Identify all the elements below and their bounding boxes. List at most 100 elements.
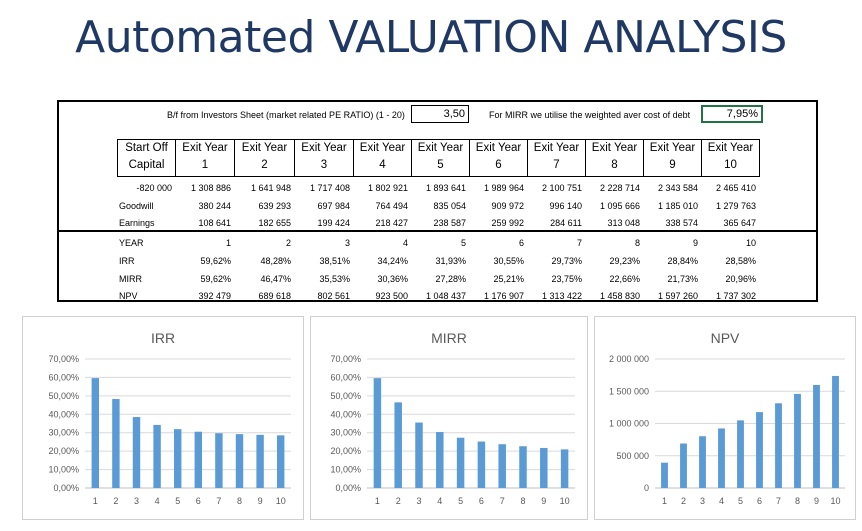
x-tick-label: 6 [479,496,484,506]
npv-cell: 923 500 [375,291,408,301]
year-cell: 1 [225,238,231,248]
header-top-text: Exit Year [417,142,464,154]
x-tick-label: 6 [196,496,201,506]
capital-cell: 1 893 641 [425,183,466,193]
bar [737,420,744,488]
bar [498,444,506,488]
header-top-text: Start Off [125,142,168,154]
header-top-text: Exit Year [301,142,347,154]
header-bottom-text: 3 [320,159,328,171]
year-cell: 6 [518,238,524,248]
goodwill-cell: 909 972 [491,201,524,211]
bar [560,449,569,488]
x-tick-label: 5 [738,496,743,506]
y-tick-label: 70,00% [48,354,79,364]
y-tick-label: 0,00% [335,483,361,493]
npv-chart: NPV 0 500 000 1 000 000 1 500 000 2 000 000 1 2… [609,330,845,506]
mirr-cell: 25,21% [493,274,524,284]
npv-cell: 1 737 302 [715,291,756,301]
irr-cell: 48,28% [260,256,291,266]
y-tick-label: 60,00% [48,372,79,382]
irr-cell: 29,23% [609,256,640,266]
x-tick-label: 10 [276,496,286,506]
header-cell: Exit Year 9 [643,139,702,177]
earnings-cell: 238 587 [433,218,466,228]
pe-ratio-input[interactable]: 3,50 [411,105,469,123]
bar [394,402,402,488]
mirr-chart-panel: MIRR 0,00% 10,00% 20,00% 30,00% 40,00% 50,00% 6… [310,316,588,520]
mirr-cell: 23,75% [551,274,582,284]
y-tick-label: 0,00% [53,483,79,493]
npv-label: NPV [119,291,138,301]
x-tick-label: 4 [437,496,442,506]
x-tick-label: 10 [560,496,570,506]
bar [718,428,725,488]
header-bottom-text: 5 [437,159,444,171]
bar [153,424,161,488]
npv-cell: 1 048 437 [425,291,466,301]
header-top-text: Exit Year [649,142,696,154]
header-bottom-text: Capital [128,159,165,171]
header-bottom-text: 8 [611,159,618,171]
goodwill-cell: 1 095 666 [599,201,640,211]
bar [699,436,706,488]
x-tick-label: 6 [757,496,762,506]
irr-cell: 31,93% [435,256,466,266]
y-tick-label: 30,00% [330,428,361,438]
goodwill-cell: 996 140 [549,201,582,211]
y-tick-label: 1 000 000 [609,419,649,429]
npv-cell: 1 597 260 [657,291,698,301]
y-tick-label: 30,00% [48,428,79,438]
section-divider [59,230,816,232]
header-top-text: Exit Year [359,142,406,154]
header-bottom-text: 10 [724,159,737,171]
earnings-cell: 218 427 [375,218,408,228]
x-tick-label: 7 [216,496,221,506]
mirr-cell: 22,66% [609,274,640,284]
header-top-text: Exit Year [533,142,580,154]
mirr-cell: 27,28% [435,274,466,284]
bar [832,375,839,488]
earnings-cell: 313 048 [607,218,640,228]
mirr-label: MIRR [119,274,142,284]
earnings-label: Earnings [119,218,155,228]
bar [91,378,100,488]
year-cell: 5 [460,238,466,248]
header-top-text: Exit Year [475,142,522,154]
x-tick-label: 3 [700,496,705,506]
npv-cell: 392 479 [198,291,231,301]
x-tick-label: 9 [258,496,263,506]
header-cell: Exit Year 10 [701,139,760,177]
year-cell: 4 [402,238,408,248]
capital-cell: 1 717 408 [309,183,350,193]
y-tick-label: 10,00% [48,465,79,475]
header-cell: Exit Year 4 [353,139,412,177]
capital-cell: 2 465 410 [715,183,756,193]
bar [756,412,763,488]
x-tick-label: 1 [375,496,380,506]
y-tick-label: 50,00% [48,391,79,401]
header-cell: Exit Year 3 [294,139,354,177]
bar [540,447,548,488]
earnings-cell: 108 641 [198,218,231,228]
bar [112,399,120,488]
header-bottom-text: 6 [495,159,502,171]
header-bottom-text: 7 [553,159,560,171]
goodwill-cell: 835 054 [433,201,466,211]
mirr-rate-input[interactable]: 7,95% [701,105,763,123]
irr-cell: 30,55% [493,256,524,266]
x-tick-label: 5 [458,496,463,506]
irr-cell: 29,73% [551,256,582,266]
bar [215,433,223,488]
irr-cell: 59,62% [200,256,231,266]
irr-cell: 28,84% [667,256,698,266]
x-tick-label: 8 [520,496,525,506]
header-cell: Exit Year 6 [469,139,528,177]
mirr-cell: 46,47% [260,274,291,284]
y-tick-label: 0 [644,483,649,493]
x-tick-label: 3 [134,496,139,506]
bar [194,431,203,488]
npv-cell: 1 176 907 [483,291,524,301]
npv-chart-panel: NPV 0 500 000 1 000 000 1 500 000 2 000 000 1 2… [594,316,856,520]
